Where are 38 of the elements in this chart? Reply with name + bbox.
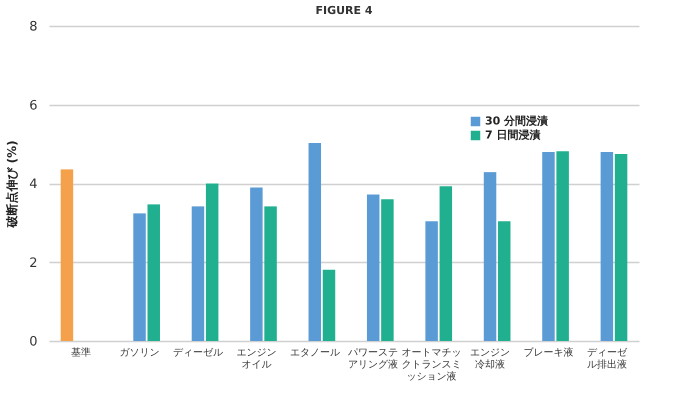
y-tick-label: 2 bbox=[29, 256, 38, 271]
legend-label: 7 日間浸漬 bbox=[485, 128, 540, 142]
bar bbox=[308, 142, 322, 341]
y-tick-label: 0 bbox=[29, 334, 38, 350]
x-tick-label: 基準 bbox=[71, 346, 92, 358]
bar bbox=[147, 204, 160, 341]
bar bbox=[60, 169, 74, 341]
bar bbox=[206, 184, 218, 341]
x-tick-label: エンジン冷却液 bbox=[470, 348, 510, 370]
legend-label: 30 分間浸漬 bbox=[485, 114, 548, 128]
bar bbox=[498, 221, 510, 341]
x-tick-label: ディーゼル排出液 bbox=[586, 348, 628, 370]
bar bbox=[381, 199, 394, 341]
x-tick-label: ガソリン bbox=[120, 348, 160, 358]
x-tick-label: ディーゼル bbox=[172, 348, 223, 358]
bar bbox=[133, 213, 146, 341]
bar bbox=[600, 152, 614, 341]
x-tick-label: ブレーキ液 bbox=[523, 346, 574, 358]
chart-title: FIGURE 4 bbox=[315, 4, 373, 17]
y-tick-label: 8 bbox=[29, 20, 38, 34]
x-tick-label: パワーステアリング液 bbox=[347, 348, 398, 370]
x-tick-label: エンジンオイル bbox=[236, 348, 276, 370]
bar bbox=[614, 154, 628, 341]
x-tick-label: オートマチックトランスミッション液 bbox=[402, 348, 462, 382]
bar bbox=[322, 270, 336, 341]
x-tick-label: エタノール bbox=[290, 348, 340, 358]
bar bbox=[542, 152, 555, 341]
bar bbox=[250, 187, 263, 341]
bar bbox=[192, 206, 204, 341]
y-tick-label: 6 bbox=[29, 98, 38, 114]
bar bbox=[556, 151, 569, 341]
bar bbox=[484, 172, 496, 341]
bar bbox=[264, 206, 277, 341]
y-tick-label: 4 bbox=[29, 177, 38, 192]
y-axis-title: 破断点伸び (%) bbox=[5, 140, 20, 229]
bar bbox=[366, 194, 380, 341]
bar bbox=[440, 186, 452, 341]
bar bbox=[425, 221, 438, 341]
